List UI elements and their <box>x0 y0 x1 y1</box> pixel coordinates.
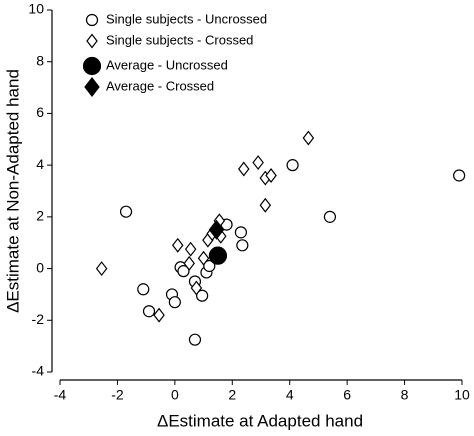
y-tick-label: -4 <box>32 363 45 379</box>
x-tick-label: 4 <box>286 387 294 403</box>
subject-point <box>238 161 250 177</box>
subject-point <box>95 261 108 277</box>
legend-marker <box>82 56 102 76</box>
x-tick-label: 6 <box>343 387 351 403</box>
subject-point <box>252 155 264 171</box>
y-tick-label: -2 <box>32 311 45 327</box>
average-point <box>208 246 228 265</box>
subject-point <box>171 237 184 253</box>
x-axis-title: ΔEstimate at Adapted hand <box>157 411 363 430</box>
subject-point <box>168 296 181 309</box>
y-axis-title: ΔEstimate at Non-Adapted hand <box>3 69 22 313</box>
subject-point <box>234 226 247 239</box>
legend-marker <box>85 13 99 27</box>
y-tick-label: 0 <box>36 259 44 275</box>
legend-marker <box>86 33 98 49</box>
y-tick-label: 4 <box>36 156 44 172</box>
legend-label: Single subjects - Uncrossed <box>106 11 267 26</box>
subject-point <box>259 197 272 213</box>
x-tick-label: 8 <box>401 387 409 403</box>
legend-marker <box>84 77 100 97</box>
subject-point <box>236 239 249 252</box>
subject-point <box>190 280 203 296</box>
legend-label: Average - Uncrossed <box>106 57 228 72</box>
subject-point <box>184 241 197 257</box>
x-tick-label: -2 <box>111 387 124 403</box>
subject-point <box>196 289 209 302</box>
subject-point <box>177 265 190 278</box>
x-tick-label: 2 <box>228 387 236 403</box>
y-tick-label: 8 <box>36 52 44 68</box>
subject-point <box>137 283 150 296</box>
x-tick-label: 10 <box>454 387 470 403</box>
y-tick-label: 10 <box>28 1 44 17</box>
subject-point <box>188 333 202 346</box>
subject-point <box>119 205 133 218</box>
subject-point <box>153 307 165 323</box>
x-tick-label: -4 <box>54 387 67 403</box>
legend: Single subjects - Uncrossed Single subjec… <box>82 11 267 97</box>
subject-point <box>183 255 195 271</box>
subject-point <box>142 305 156 318</box>
average-point <box>208 219 225 240</box>
subject-point <box>286 159 299 172</box>
subject-point <box>197 250 210 266</box>
legend-label: Average - Crossed <box>106 78 214 93</box>
subject-point <box>265 168 277 183</box>
subject-point <box>453 169 466 182</box>
x-tick-label: 0 <box>171 387 179 403</box>
subject-point <box>323 210 337 223</box>
y-tick-label: 6 <box>36 104 44 120</box>
y-tick-label: 2 <box>36 208 44 224</box>
subject-point <box>302 130 315 146</box>
subject-point <box>203 259 216 273</box>
legend-label: Single subjects - Crossed <box>106 32 253 47</box>
